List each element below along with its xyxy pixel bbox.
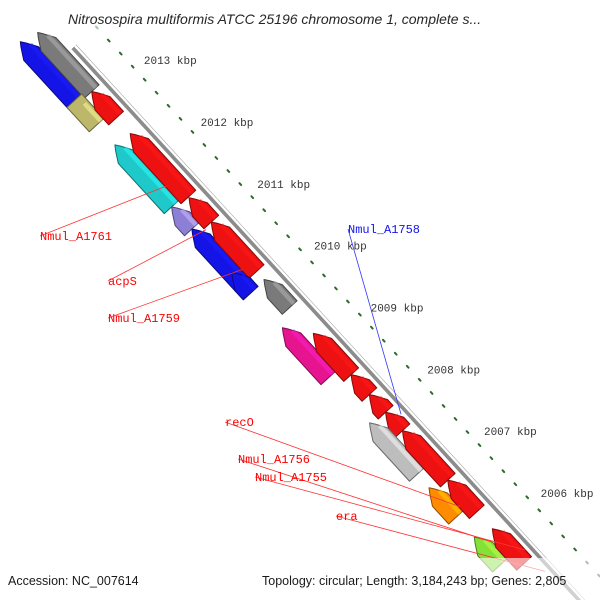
svg-text:era: era [336,510,358,524]
svg-text:acpS: acpS [108,275,137,289]
svg-text:recO: recO [225,416,254,430]
svg-text:2006 kbp: 2006 kbp [541,489,594,501]
svg-text:2010 kbp: 2010 kbp [314,242,367,254]
svg-text:2013 kbp: 2013 kbp [144,56,197,68]
svg-text:2007 kbp: 2007 kbp [484,427,537,439]
svg-text:Topology: circular; Length: 3,: Topology: circular; Length: 3,184,243 bp… [262,574,566,588]
svg-text:Nmul_A1761: Nmul_A1761 [40,230,112,244]
svg-text:Nmul_A1755: Nmul_A1755 [255,471,327,485]
svg-text:2011 kbp: 2011 kbp [257,180,310,192]
svg-text:Nitrosospira multiformis ATCC: Nitrosospira multiformis ATCC 25196 chro… [68,11,481,27]
svg-text:2012 kbp: 2012 kbp [201,118,254,130]
svg-text:2009 kbp: 2009 kbp [371,304,424,316]
svg-text:Nmul_A1759: Nmul_A1759 [108,312,180,326]
svg-text:Accession: NC_007614: Accession: NC_007614 [8,574,139,588]
svg-text:Nmul_A1756: Nmul_A1756 [238,453,310,467]
svg-text:Nmul_A1758: Nmul_A1758 [348,223,420,237]
svg-text:2008 kbp: 2008 kbp [427,365,480,377]
